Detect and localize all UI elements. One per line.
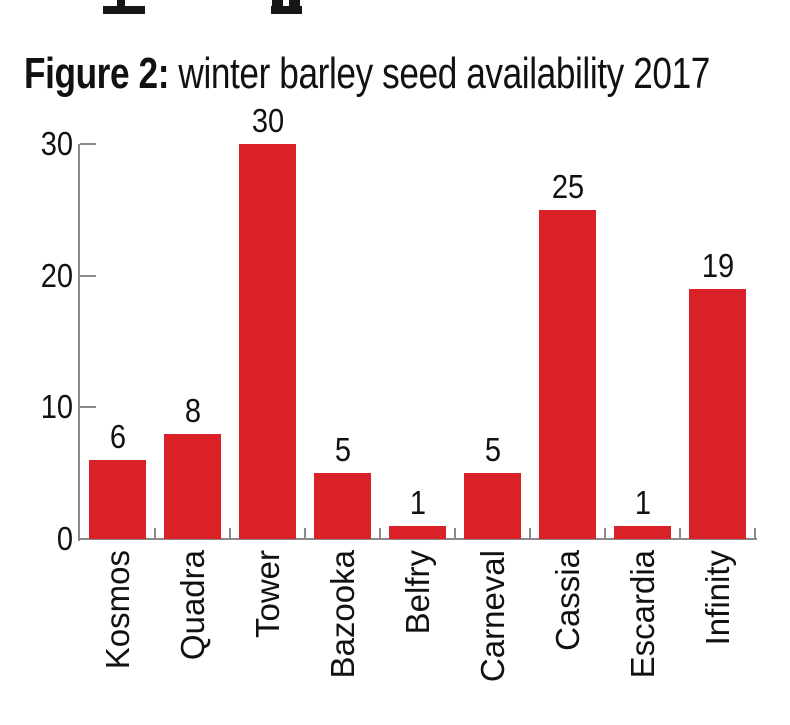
cropped-glyph-fragment xyxy=(117,0,125,7)
y-tick-label: 0 xyxy=(56,520,73,557)
x-tick xyxy=(304,528,306,539)
bar xyxy=(89,459,146,539)
cropped-glyph-fragment xyxy=(289,0,300,7)
x-tick xyxy=(754,528,756,539)
category-label: Kosmos xyxy=(98,550,136,670)
x-tick xyxy=(154,528,156,539)
bar xyxy=(389,525,446,539)
bar xyxy=(314,473,371,539)
bar-value-label: 1 xyxy=(634,483,651,521)
bar-value-label: 19 xyxy=(701,246,734,284)
bar xyxy=(239,143,296,539)
bar-value-label: 5 xyxy=(334,431,351,469)
y-tick-label: 20 xyxy=(40,256,73,294)
y-tick xyxy=(80,274,96,277)
y-tick-label: 30 xyxy=(40,124,73,162)
y-tick-label: 10 xyxy=(40,388,73,426)
x-tick xyxy=(529,528,531,539)
bar-value-label: 30 xyxy=(251,101,284,139)
category-label: Bazooka xyxy=(323,550,361,679)
category-label: Carneval xyxy=(473,550,511,683)
x-tick xyxy=(679,528,681,539)
y-tick xyxy=(80,406,96,409)
category-label: Belfry xyxy=(398,550,436,635)
cropped-glyph-fragment xyxy=(272,0,283,7)
x-tick xyxy=(454,528,456,539)
bar xyxy=(539,209,596,539)
bar-value-label: 25 xyxy=(551,167,584,205)
category-label: Tower xyxy=(248,550,286,639)
figure-title: Figure 2: winter barley seed availabilit… xyxy=(24,50,710,98)
x-tick xyxy=(229,528,231,539)
x-tick xyxy=(604,528,606,539)
bar-value-label: 6 xyxy=(109,417,126,455)
y-tick xyxy=(80,142,96,145)
bar xyxy=(689,288,746,539)
bar xyxy=(614,525,671,539)
category-label: Quadra xyxy=(173,550,211,661)
x-axis xyxy=(78,538,757,540)
figure-title-text: winter barley seed availability 2017 xyxy=(169,49,710,98)
y-axis xyxy=(78,143,80,541)
bar xyxy=(464,473,521,539)
bar xyxy=(164,433,221,539)
x-tick xyxy=(379,528,381,539)
category-label: Escardia xyxy=(623,550,661,679)
category-label: Cassia xyxy=(548,550,586,651)
figure-title-prefix: Figure 2: xyxy=(24,49,170,98)
category-label: Infinity xyxy=(698,550,736,646)
cropped-glyph-fragment xyxy=(103,6,145,14)
bar-value-label: 1 xyxy=(409,483,426,521)
bar-value-label: 8 xyxy=(184,391,201,429)
bar-value-label: 5 xyxy=(484,431,501,469)
cropped-glyph-fragment xyxy=(271,6,302,14)
